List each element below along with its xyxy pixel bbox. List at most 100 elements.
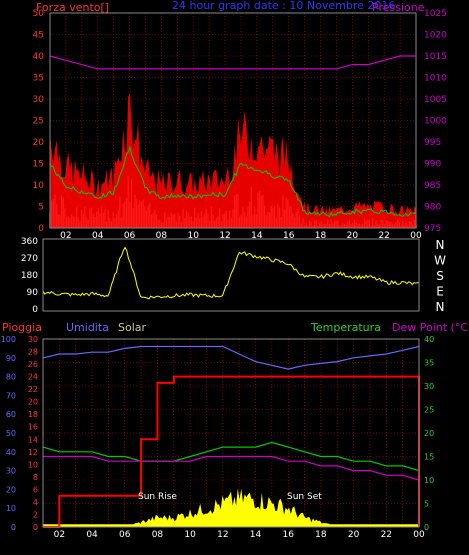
top-y-left-tick-label: 15 [33, 160, 44, 170]
compass-letter: N [436, 300, 445, 314]
humidity-line [42, 345, 420, 370]
rain-y-tick-label: 8 [33, 473, 38, 482]
dewpoint-line [43, 455, 420, 481]
humidity-y-tick-label: 30 [6, 467, 16, 476]
sunrise-annotation: Sun Rise [138, 492, 177, 502]
top-x-tick-label: 04 [92, 231, 104, 241]
direction-y-tick-label: 90 [27, 288, 39, 298]
rain-y-tick-label: 30 [28, 335, 38, 344]
dewpoint-label: Dew Point (°C) [392, 321, 469, 334]
rain-y-tick-label: 14 [28, 435, 38, 444]
direction-y-tick-label: 0 [32, 305, 38, 315]
top-y-left-tick-label: 20 [33, 138, 45, 148]
top-y-right-tick-label: 980 [424, 203, 441, 213]
humidity-y-tick-label: 50 [6, 429, 16, 438]
direction-series [42, 246, 419, 300]
top-x-axis: 02 04 06 08 10 12 14 16 18 20 22 00 [60, 231, 422, 241]
bottom-x-tick-label: 16 [282, 530, 294, 540]
top-x-tick-label: 12 [219, 231, 230, 241]
rain-y-tick-label: 6 [33, 485, 38, 494]
bottom-x-tick-label: 20 [348, 530, 360, 540]
top-y-left-tick-label: 50 [33, 9, 45, 19]
temperature-y-axis: 0 5 10 15 20 25 30 35 40 [424, 335, 434, 532]
top-y-right-tick-label: 990 [424, 160, 441, 170]
top-y-left-tick-label: 40 [33, 52, 45, 62]
humidity-y-tick-label: 100 [1, 335, 16, 344]
top-x-tick-label: 02 [60, 231, 71, 241]
bottom-x-tick-label: 08 [152, 530, 164, 540]
bottom-x-tick-label: 10 [184, 530, 196, 540]
top-frame [49, 12, 417, 229]
rain-label: Pioggia [2, 321, 42, 334]
humidity-y-tick-label: 60 [6, 410, 16, 419]
temperature-y-tick-label: 10 [424, 476, 434, 485]
bottom-x-tick-label: 04 [86, 530, 98, 540]
wind-average-line [49, 145, 417, 218]
rain-y-tick-label: 20 [28, 398, 38, 407]
humidity-label: Umidita [66, 321, 109, 334]
direction-y-axis: 0 90 180 270 360 [21, 237, 38, 315]
top-x-tick-label: 16 [283, 231, 295, 241]
rain-y-tick-label: 28 [28, 348, 38, 357]
direction-y-tick-label: 180 [21, 271, 38, 281]
top-series [49, 55, 417, 228]
humidity-y-tick-label: 90 [6, 354, 16, 363]
humidity-y-tick-label: 10 [6, 504, 16, 513]
bottom-x-tick-label: 06 [119, 530, 131, 540]
top-y-left-tick-label: 10 [33, 181, 45, 191]
bottom-x-tick-label: 00 [413, 530, 425, 540]
rain-y-tick-label: 12 [28, 448, 38, 457]
top-x-tick-label: 18 [315, 231, 327, 241]
sunset-annotation: Sun Set [287, 492, 322, 502]
compass-letter: N [436, 238, 445, 252]
temperature-y-tick-label: 35 [424, 359, 434, 368]
top-y-axis-right: 975 980 985 990 995 1000 1005 1010 1015 1020 1025 [424, 9, 447, 234]
temperature-y-tick-label: 40 [424, 335, 434, 344]
bottom-x-tick-label: 22 [381, 530, 392, 540]
bottom-series [42, 345, 420, 528]
bottom-panel: Pioggia Umidita Solar Temperatura Dew Po… [1, 321, 469, 540]
humidity-y-tick-label: 40 [6, 448, 16, 457]
direction-frame [42, 238, 420, 312]
humidity-y-tick-label: 0 [11, 523, 16, 532]
bottom-x-tick-label: 14 [250, 530, 262, 540]
rain-y-tick-label: 18 [28, 410, 38, 419]
direction-y-tick-label: 270 [21, 254, 38, 264]
compass-letter: W [434, 254, 446, 268]
bottom-x-tick-label: 02 [54, 530, 65, 540]
pressure-line [49, 55, 416, 70]
rain-step-line [43, 375, 420, 528]
rain-y-tick-label: 22 [28, 385, 38, 394]
top-x-tick-label: 00 [410, 231, 422, 241]
top-y-right-tick-label: 1010 [424, 74, 447, 84]
temperature-y-tick-label: 15 [424, 453, 434, 462]
humidity-y-tick-label: 70 [6, 391, 16, 400]
top-y-right-tick-label: 975 [424, 224, 441, 234]
bottom-frame [42, 338, 420, 528]
top-center-title: 24 hour graph date : 10 Novembre 2016 [172, 0, 395, 12]
top-left-label: Forza vento[] [36, 1, 109, 14]
temperature-y-tick-label: 20 [424, 429, 434, 438]
compass-letter: E [436, 285, 444, 299]
rain-y-tick-label: 26 [28, 360, 38, 369]
temperature-y-tick-label: 5 [424, 500, 429, 509]
top-y-left-tick-label: 35 [33, 74, 44, 84]
top-x-tick-label: 08 [156, 231, 168, 241]
top-right-label: Pressione [372, 1, 425, 14]
top-y-left-tick-label: 25 [33, 117, 44, 127]
solar-area [43, 488, 419, 527]
top-y-right-tick-label: 1020 [424, 31, 447, 41]
bottom-x-tick-label: 12 [217, 530, 228, 540]
top-y-left-tick-label: 5 [38, 203, 44, 213]
temperature-y-tick-label: 30 [424, 382, 434, 391]
humidity-y-axis: 0 10 20 30 40 50 60 70 80 90 100 [1, 335, 16, 532]
wind-direction-line [42, 246, 419, 300]
temperature-label: Temperatura [310, 321, 381, 334]
rain-y-tick-label: 24 [28, 373, 38, 382]
wind-speed-area [50, 93, 416, 228]
top-y-right-tick-label: 985 [424, 181, 441, 191]
top-y-right-tick-label: 1015 [424, 52, 447, 62]
